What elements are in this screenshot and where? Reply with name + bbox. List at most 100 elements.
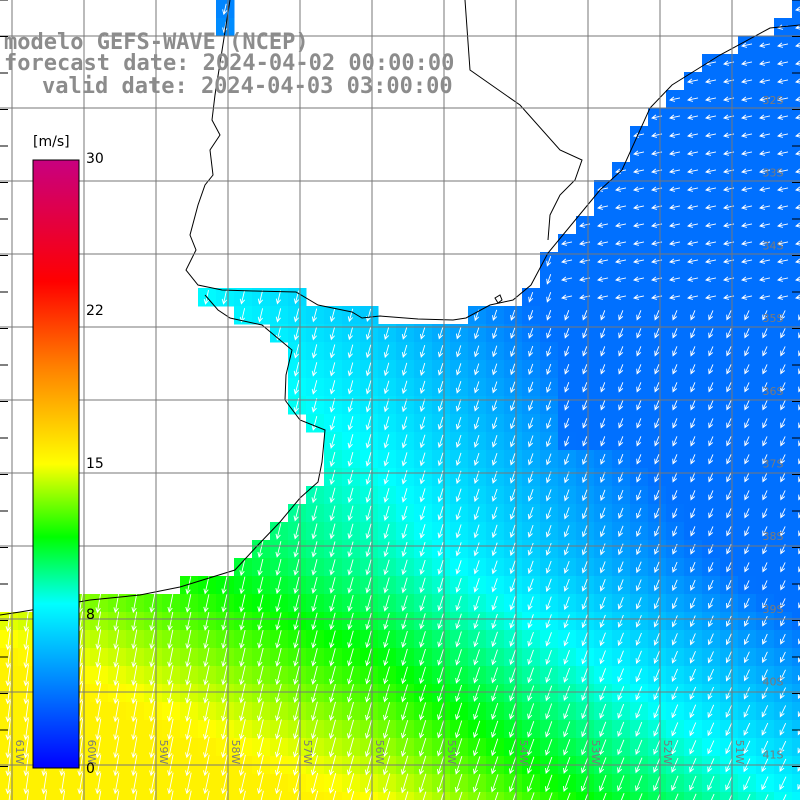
wind-arrow: [510, 309, 516, 321]
wind-arrow: [491, 524, 498, 539]
wind-arrow: [654, 561, 660, 574]
wind-arrow: [779, 740, 787, 754]
wind-arrow: [257, 736, 264, 758]
wind-arrow: [762, 490, 768, 501]
wind-arrow: [383, 648, 390, 667]
wind-arrow: [725, 722, 733, 737]
wind-arrow: [492, 309, 498, 322]
wind-arrow: [167, 736, 174, 759]
wind-arrow: [239, 701, 246, 722]
wind-cell: [72, 792, 91, 800]
wind-cell: [792, 738, 800, 757]
wind-arrow: [777, 204, 789, 210]
wind-arrow: [597, 204, 609, 210]
wind-arrow: [293, 612, 300, 631]
wind-arrow: [669, 150, 681, 156]
wind-arrow: [491, 417, 498, 430]
wind-arrow: [705, 294, 717, 300]
wind-arrow: [633, 276, 645, 282]
wind-arrow: [293, 594, 300, 613]
wind-arrow: [167, 718, 174, 741]
wind-arrow: [687, 204, 699, 210]
wind-arrow: [257, 630, 264, 649]
wind-arrow: [382, 773, 391, 794]
wind-arrow: [508, 774, 517, 793]
wind-arrow: [777, 222, 789, 228]
wind-arrow: [795, 78, 800, 84]
wind-arrow: [600, 328, 606, 339]
wind-arrow: [759, 78, 771, 84]
wind-arrow: [509, 578, 516, 593]
wind-arrow: [762, 562, 768, 573]
wind-arrow: [599, 525, 606, 538]
wind-arrow: [167, 611, 174, 632]
wind-arrow: [80, 790, 84, 800]
wind-cell: [54, 792, 73, 800]
wind-arrow: [455, 416, 462, 430]
wind-cell: [792, 72, 800, 91]
wind-arrow: [759, 96, 771, 102]
wind-arrow: [599, 507, 606, 520]
wind-arrow: [455, 524, 462, 539]
wind-arrow: [597, 276, 609, 282]
wind-arrow: [401, 523, 408, 539]
wind-arrow: [473, 595, 480, 611]
wind-arrow: [764, 794, 769, 800]
coastline: [0, 0, 800, 616]
wind-arrow: [95, 647, 102, 668]
wind-arrow: [795, 24, 800, 30]
wind-arrow: [762, 364, 768, 375]
wind-arrow: [437, 720, 445, 739]
wind-arrow: [581, 578, 588, 592]
wind-arrow: [545, 667, 553, 684]
wind-arrow: [759, 186, 771, 192]
wind-arrow: [275, 308, 282, 323]
wind-arrow: [437, 559, 444, 575]
wind-arrow: [5, 628, 11, 651]
wind-arrow: [509, 649, 516, 666]
wind-arrow: [347, 416, 354, 431]
wind-arrow: [726, 400, 732, 411]
wind-arrow: [509, 506, 516, 520]
wind-arrow: [257, 576, 264, 595]
wind-arrow: [131, 593, 138, 614]
wind-arrow: [795, 168, 800, 174]
wind-arrow: [401, 666, 408, 685]
wind-arrow: [293, 379, 300, 395]
wind-arrow: [617, 579, 624, 592]
wind-arrow: [636, 454, 642, 465]
wind-arrow: [472, 738, 481, 757]
wind-arrow: [401, 613, 408, 630]
wind-arrow: [365, 559, 372, 576]
wind-arrow: [5, 736, 11, 759]
wind-arrow: [256, 772, 264, 795]
wind-arrow: [671, 686, 679, 701]
wind-arrow: [419, 541, 426, 557]
wind-arrow: [509, 560, 516, 575]
wind-arrow: [743, 722, 751, 736]
wind-arrow: [383, 541, 390, 558]
wind-arrow: [759, 294, 771, 300]
wind-arrow: [726, 346, 732, 357]
wind-arrow: [347, 684, 354, 703]
wind-arrow: [455, 702, 463, 721]
wind-arrow: [383, 505, 390, 521]
wind-arrow: [746, 794, 751, 800]
wind-arrow: [221, 701, 228, 722]
wind-arrow: [635, 597, 642, 610]
wind-arrow: [491, 542, 498, 557]
wind-arrow: [656, 793, 661, 800]
wind-arrow: [728, 793, 733, 800]
wind-arrow: [671, 650, 678, 664]
wind-arrow: [293, 523, 300, 540]
wind-arrow: [599, 775, 607, 792]
wind-arrow: [293, 308, 300, 323]
wind-arrow: [672, 472, 678, 483]
wind-arrow: [329, 594, 336, 612]
wind-arrow: [347, 434, 354, 449]
wind-arrow: [672, 346, 678, 357]
wind-arrow: [726, 562, 732, 573]
wind-arrow: [669, 168, 681, 174]
wind-arrow: [239, 576, 246, 595]
wind-arrow: [582, 328, 588, 339]
